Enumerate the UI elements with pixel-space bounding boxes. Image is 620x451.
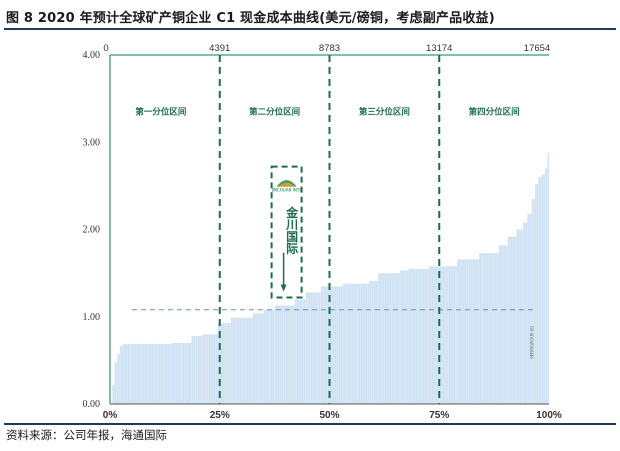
quartile-label-1: 第一分位区间 <box>135 106 186 117</box>
x-tick-label-3: 75% <box>429 410 449 421</box>
cost-bar-21 <box>408 268 429 404</box>
cost-bar-15 <box>305 292 321 404</box>
cost-bar-26 <box>507 236 517 404</box>
top-tick-label-0: 0 <box>103 43 108 54</box>
cost-bar-33 <box>541 174 545 404</box>
top-tick-label-4: 17654 <box>524 43 550 54</box>
cost-bar-14 <box>294 299 306 404</box>
source-note: 资料来源：公司年报，海通国际 <box>6 428 167 442</box>
cost-bar-8 <box>202 334 218 404</box>
annotation-box <box>270 165 303 299</box>
quartile-label-3: 第三分位区间 <box>359 106 410 117</box>
quartile-label-4: 第四分位区间 <box>469 106 520 117</box>
jinchuan-logo-icon <box>276 180 297 187</box>
cost-bar-6 <box>171 342 192 404</box>
watermark: PERRIGROUP (E) <box>530 325 535 358</box>
cost-bar-11 <box>252 313 264 404</box>
quartile-lines <box>218 55 441 404</box>
axis-labels: 0.00 1.00 2.00 3.00 4.00 0% 25% 50% 75% 100% 0 4391… <box>83 43 562 421</box>
cost-bar-2 <box>114 362 118 404</box>
cost-bar-34 <box>544 168 548 404</box>
x-tick-label-0: 0% <box>103 410 118 421</box>
quartile-label-2: 第二分位区间 <box>249 106 300 117</box>
cost-bar-23 <box>456 259 479 404</box>
logo-text: JINCHUAN INTL <box>271 188 303 193</box>
y-tick-label-4: 4.00 <box>83 50 101 61</box>
annotation-label: 金川国际 <box>285 205 299 255</box>
top-tick-label-2: 8783 <box>319 43 340 54</box>
cost-bar-35 <box>547 152 549 404</box>
cost-bar-30 <box>531 198 535 404</box>
y-tick-label-0: 0.00 <box>83 399 101 410</box>
y-tick-label-3: 3.00 <box>83 137 101 148</box>
cost-bar-3 <box>117 353 120 404</box>
cost-bar-28 <box>522 222 528 404</box>
y-tick-label-2: 2.00 <box>83 225 101 236</box>
cost-bar-20 <box>399 270 409 404</box>
cost-bar-12 <box>263 309 275 404</box>
cost-bar-18 <box>369 280 378 404</box>
top-tick-label-3: 13174 <box>426 43 452 54</box>
title-rule <box>4 28 616 30</box>
x-tick-label-2: 50% <box>319 410 339 421</box>
bar-mask <box>110 55 550 404</box>
figure-title: 图 8 2020 年预计全球矿产铜企业 C1 现金成本曲线(美元/磅铜，考虑副产… <box>6 11 495 26</box>
cost-bar-32 <box>538 177 542 404</box>
cost-bar-27 <box>516 229 523 404</box>
cost-bar-19 <box>377 273 400 404</box>
cost-bar-17 <box>342 283 370 404</box>
cost-bar-16 <box>320 286 343 404</box>
annotation-group: JINCHUAN INTL 金川国际 PERRIGROUP (E) <box>270 165 535 359</box>
x-tick-label-4: 100% <box>536 410 562 421</box>
y-tick-label-1: 1.00 <box>83 312 101 323</box>
cost-bar-25 <box>498 245 508 404</box>
cost-bar-29 <box>527 213 532 404</box>
cost-bar-4 <box>119 345 124 404</box>
source-rule <box>4 423 616 425</box>
cost-bar-13 <box>274 305 295 404</box>
cost-bar-22 <box>428 266 457 404</box>
x-tick-label-1: 25% <box>210 410 230 421</box>
cost-bar-7 <box>191 335 203 404</box>
cost-bars <box>110 55 550 404</box>
top-tick-label-1: 4391 <box>209 43 230 54</box>
annotation-arrow-icon <box>280 284 287 292</box>
cost-bar-1 <box>112 384 115 404</box>
